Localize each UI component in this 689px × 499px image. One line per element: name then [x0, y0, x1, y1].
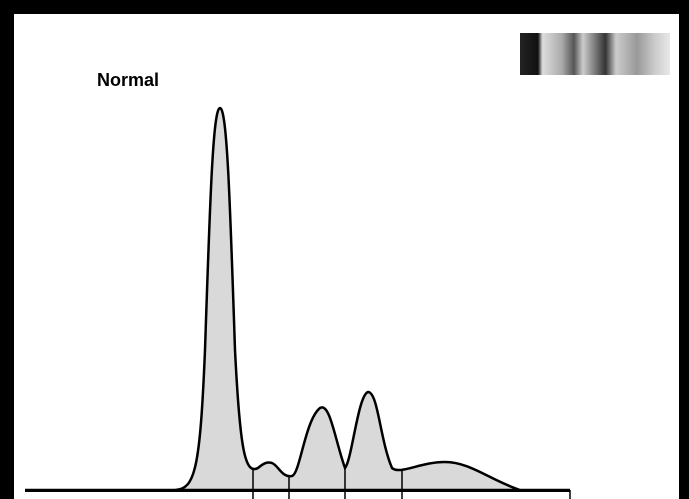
gel-strip — [520, 33, 670, 75]
electrophoresis-figure: Normal — [0, 0, 689, 499]
page: {"title": "Normal"} Normal (() => { cons… — [0, 0, 689, 499]
pattern-label: Normal — [97, 70, 159, 90]
